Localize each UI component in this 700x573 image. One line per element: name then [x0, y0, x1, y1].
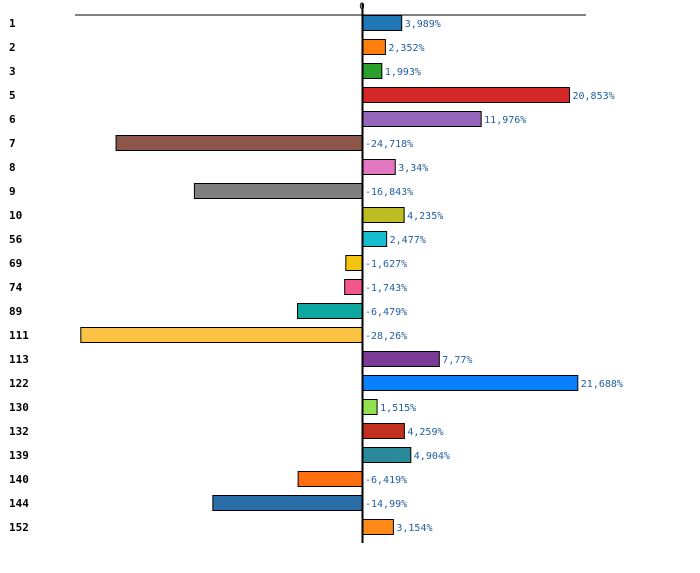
bar-56	[361, 231, 388, 247]
value-label-2: 2,352%	[388, 43, 424, 54]
value-label-113: 7,77%	[442, 355, 472, 366]
value-label-8: 3,34%	[398, 163, 428, 174]
value-label-144: -14,99%	[365, 499, 407, 510]
bar-89	[297, 303, 363, 319]
value-label-89: -6,479%	[365, 307, 407, 318]
value-label-1: 3,989%	[405, 19, 441, 30]
value-label-69: -1,627%	[365, 259, 407, 270]
category-label-56: 56	[9, 233, 23, 246]
category-label-152: 152	[9, 521, 29, 534]
value-label-5: 20,853%	[572, 91, 614, 102]
value-label-3: 1,993%	[385, 67, 421, 78]
value-label-140: -6,419%	[365, 475, 407, 486]
category-label-10: 10	[9, 209, 22, 222]
value-label-6: 11,976%	[484, 115, 526, 126]
category-labels-group: 1235678910566974891111131221301321391401…	[9, 17, 29, 534]
category-label-89: 89	[9, 305, 22, 318]
bar-111	[80, 327, 363, 343]
category-label-111: 111	[9, 329, 29, 342]
category-label-122: 122	[9, 377, 29, 390]
category-label-140: 140	[9, 473, 29, 486]
value-labels-group: 3,989% 2,352% 1,993% 20,853% 11,976% -24,718%…	[365, 19, 623, 534]
value-label-139: 4,904%	[414, 451, 450, 462]
category-label-74: 74	[9, 281, 23, 294]
bar-8	[361, 159, 396, 175]
category-label-130: 130	[9, 401, 29, 414]
bar-69	[345, 255, 363, 271]
bar-3	[361, 63, 383, 79]
value-label-74: -1,743%	[365, 283, 407, 294]
value-label-122: 21,688%	[581, 379, 623, 390]
category-label-139: 139	[9, 449, 29, 462]
value-label-132: 4,259%	[407, 427, 443, 438]
value-label-130: 1,515%	[380, 403, 416, 414]
value-label-152: 3,154%	[396, 523, 432, 534]
category-label-7: 7	[9, 137, 16, 150]
category-label-132: 132	[9, 425, 29, 438]
category-label-1: 1	[9, 17, 16, 30]
bars-group	[80, 15, 579, 535]
bar-144	[212, 495, 363, 511]
category-label-113: 113	[9, 353, 29, 366]
bar-9	[193, 183, 363, 199]
category-label-5: 5	[9, 89, 16, 102]
bar-122	[361, 375, 579, 391]
category-label-9: 9	[9, 185, 16, 198]
bar-140	[297, 471, 363, 487]
category-label-3: 3	[9, 65, 16, 78]
bar-132	[361, 423, 405, 439]
bar-10	[361, 207, 405, 223]
bar-130	[361, 399, 378, 415]
value-label-56: 2,477%	[390, 235, 426, 246]
value-label-10: 4,235%	[407, 211, 443, 222]
value-label-9: -16,843%	[365, 187, 413, 198]
bar-7	[115, 135, 363, 151]
value-label-7: -24,718%	[365, 139, 413, 150]
value-label-111: -28,26%	[365, 331, 407, 342]
bar-139	[361, 447, 412, 463]
bar-5	[361, 87, 570, 103]
category-label-2: 2	[9, 41, 16, 54]
bar-152	[361, 519, 394, 535]
category-label-8: 8	[9, 161, 16, 174]
bar-2	[361, 39, 386, 55]
bar-113	[361, 351, 440, 367]
bar-74	[344, 279, 363, 295]
category-label-144: 144	[9, 497, 29, 510]
category-label-69: 69	[9, 257, 22, 270]
category-label-6: 6	[9, 113, 16, 126]
bar-6	[361, 111, 482, 127]
bar-1	[361, 15, 403, 31]
